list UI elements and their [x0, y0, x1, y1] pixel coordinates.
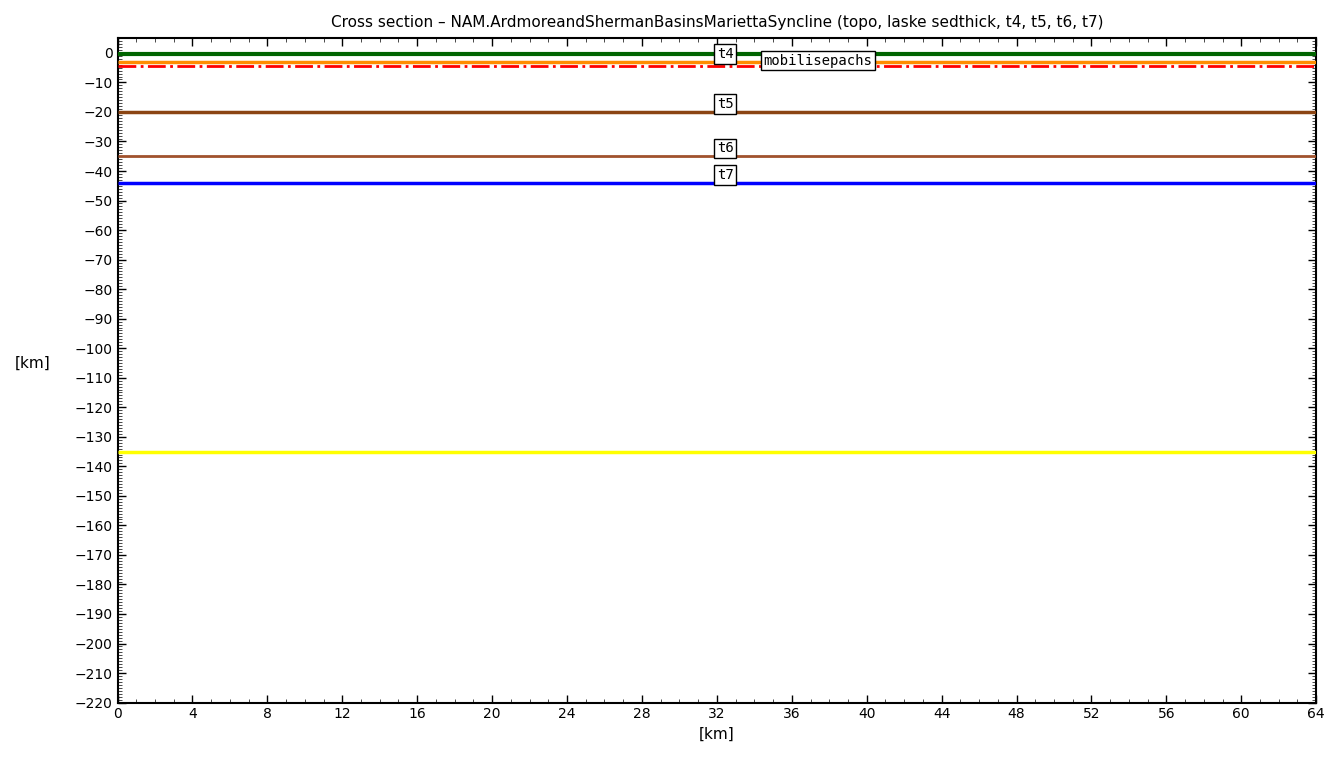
Text: t6: t6 — [717, 142, 733, 155]
Y-axis label: [km]: [km] — [15, 355, 51, 370]
Text: t4: t4 — [717, 47, 733, 61]
X-axis label: [km]: [km] — [699, 727, 734, 742]
Text: mobilisepachs: mobilisepachs — [764, 54, 872, 67]
Text: t5: t5 — [717, 97, 733, 111]
Text: t7: t7 — [717, 168, 733, 182]
Title: Cross section – NAM.ArdmoreandShermanBasinsMariettaSyncline (topo, laske sedthic: Cross section – NAM.ArdmoreandShermanBas… — [331, 15, 1103, 30]
